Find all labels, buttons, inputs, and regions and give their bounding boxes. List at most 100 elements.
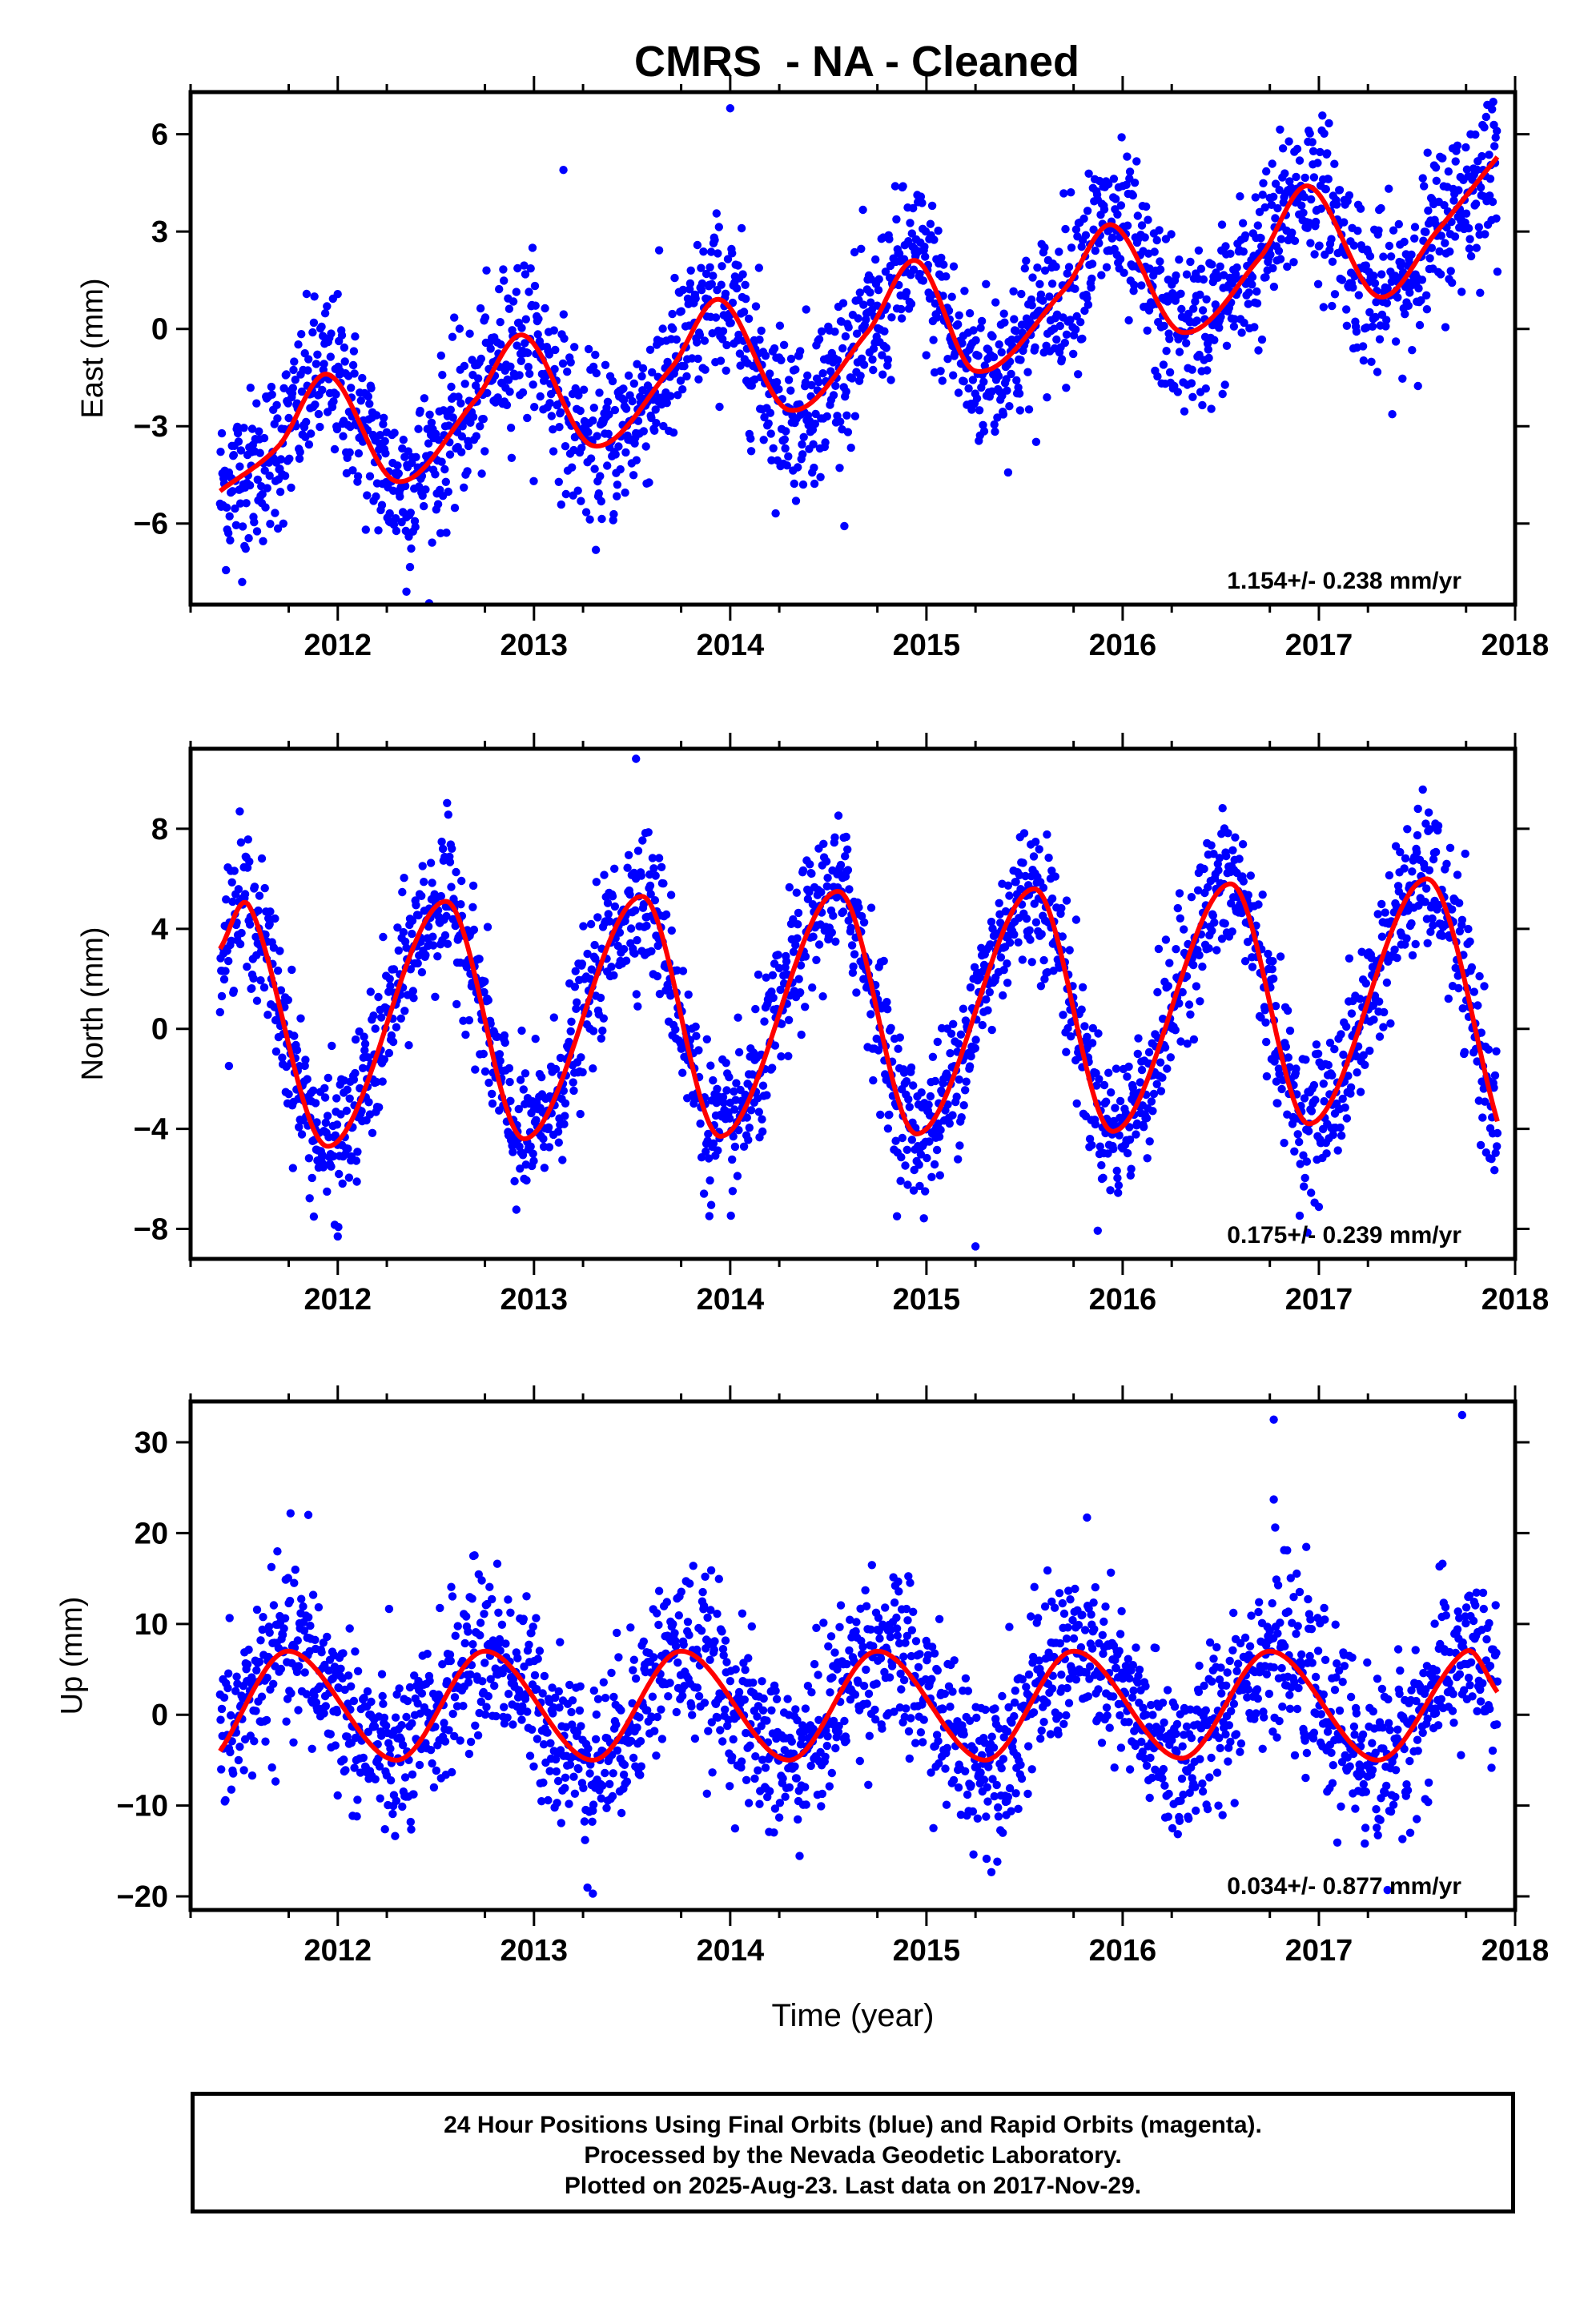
data-point [1375, 1032, 1385, 1041]
data-point [633, 360, 641, 368]
data-point [734, 330, 743, 340]
data-point [1493, 267, 1502, 276]
data-point [380, 413, 388, 422]
data-point [1413, 848, 1421, 857]
data-point [897, 1152, 906, 1162]
data-point [1122, 180, 1131, 189]
data-point [723, 255, 733, 263]
data-point [597, 514, 606, 524]
data-point [975, 406, 984, 415]
data-point [1140, 233, 1149, 242]
data-point [1051, 872, 1060, 881]
data-point [437, 837, 446, 846]
data-point [1113, 1173, 1122, 1183]
data-point [304, 1613, 313, 1622]
data-point [931, 299, 940, 308]
data-point [1003, 959, 1011, 968]
data-point [406, 509, 415, 517]
data-point [1071, 915, 1081, 924]
data-point [662, 399, 671, 408]
data-point [1083, 207, 1092, 215]
data-point [876, 1110, 885, 1120]
data-point [757, 326, 766, 336]
data-point [311, 1635, 320, 1644]
data-point [240, 890, 250, 899]
data-point [1084, 169, 1093, 178]
data-point [1492, 214, 1501, 223]
data-point [1441, 239, 1449, 247]
data-point [830, 328, 839, 336]
data-point [1039, 955, 1048, 965]
data-point [648, 368, 657, 377]
data-point [447, 883, 456, 891]
data-point [682, 372, 691, 381]
data-point [387, 1031, 396, 1040]
data-point [657, 862, 666, 872]
data-point [1280, 169, 1289, 178]
data-point [1328, 257, 1337, 266]
data-point [236, 838, 246, 847]
data-point [308, 1744, 316, 1753]
data-point [1345, 954, 1354, 963]
data-point [1092, 1081, 1101, 1090]
data-point [444, 810, 452, 819]
data-point [539, 1778, 548, 1787]
data-point [389, 521, 399, 529]
data-point [1400, 237, 1409, 247]
data-point [1313, 1049, 1323, 1059]
data-point [377, 1013, 386, 1022]
data-point [779, 340, 789, 349]
data-point [501, 1639, 510, 1648]
data-point [926, 219, 935, 228]
data-point [428, 879, 436, 887]
data-point [217, 991, 227, 1001]
data-point [1121, 1108, 1131, 1118]
data-point [654, 246, 664, 255]
data-point [794, 920, 802, 929]
data-point [1455, 899, 1464, 907]
data-point [1027, 958, 1036, 967]
data-point [1427, 243, 1437, 252]
data-point [718, 327, 728, 336]
data-point [528, 1725, 537, 1734]
data-point [235, 1743, 244, 1751]
data-point [821, 438, 830, 447]
data-point [1481, 230, 1489, 239]
data-point [1067, 243, 1076, 252]
y-tick-label: 0 [151, 313, 168, 347]
data-point [1244, 300, 1253, 308]
data-point [282, 370, 291, 379]
data-point [697, 1153, 706, 1162]
data-point [385, 975, 394, 983]
data-point [929, 336, 938, 344]
data-point [770, 344, 779, 353]
data-point [1274, 247, 1284, 255]
data-point [1165, 335, 1174, 344]
data-point [1087, 1140, 1096, 1150]
data-point [1377, 932, 1387, 941]
y-tick-label: −6 [134, 508, 168, 541]
data-point [954, 1039, 963, 1048]
data-point [428, 1759, 436, 1768]
data-point [1393, 954, 1401, 963]
data-point [1473, 1057, 1481, 1066]
data-point [1465, 244, 1474, 253]
data-point [610, 864, 619, 874]
data-point [302, 417, 311, 427]
data-point [596, 472, 605, 480]
data-point [529, 380, 537, 389]
data-point [544, 1795, 553, 1805]
y-tick-label: −8 [134, 1213, 168, 1247]
data-point [895, 1033, 905, 1042]
data-point [331, 1131, 340, 1140]
data-point [1477, 151, 1486, 161]
data-point [693, 240, 702, 250]
data-point [1189, 960, 1198, 970]
data-point [217, 428, 227, 438]
data-point [356, 396, 365, 405]
data-point [372, 411, 381, 420]
data-point [429, 1783, 439, 1792]
data-point [505, 388, 514, 396]
data-point [928, 1052, 938, 1062]
data-point [936, 367, 945, 376]
